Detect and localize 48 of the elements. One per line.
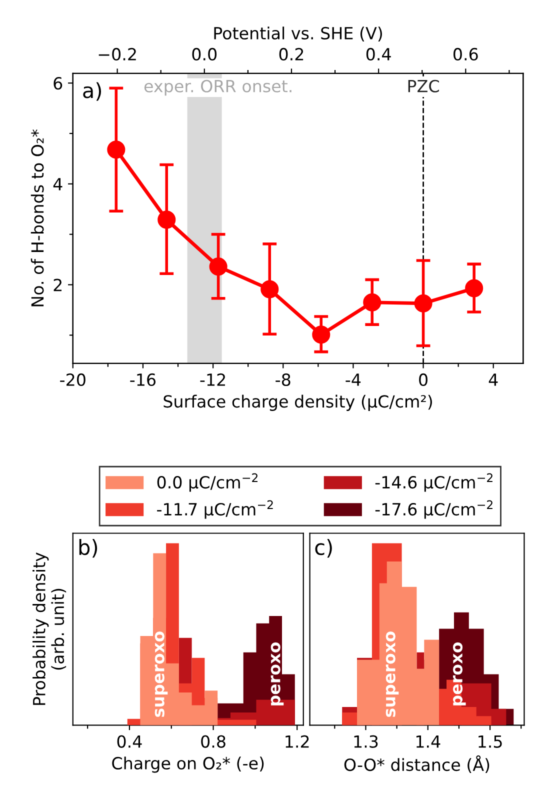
x2-tick-label: 0.6 [454,48,478,61]
y-axis-title: No. of H-bonds to O₂* [30,129,44,306]
annotation: b) [79,539,98,558]
x2-tick-label: −0.2 [98,48,136,61]
x-tick-label: 1.2 [286,735,309,748]
x-axis-title: Surface charge density (µC/cm²) [164,394,432,411]
point [465,279,484,298]
x2-tick-label: 0.0 [192,48,217,61]
point [158,210,176,229]
annotation: superoxo [154,632,168,717]
x-tick-label: 4 [488,374,498,386]
x-tick-label: -4 [346,374,361,386]
annotation: peroxo [270,642,284,706]
x2-tick-label: 0.2 [279,48,304,61]
point [414,294,432,312]
x-axis-title: O-O* distance (Å) [344,755,490,774]
x2-axis-title: Potential vs. SHE (V) [214,26,382,42]
x-tick-label: 1.4 [416,735,440,748]
x-tick-label: 1.3 [354,735,378,748]
x-tick-label: 0.4 [117,735,142,748]
point [209,258,228,276]
ref-line-label: PZC [408,80,439,92]
point [107,140,126,159]
legend-label: 0.0 µC/cm$^{−2}$ [157,473,258,492]
legend-label: -14.6 µC/cm$^{−2}$ [375,473,492,492]
y-tick-label: 4 [53,178,62,190]
annotation: a) [83,82,102,101]
x-tick-label: -8 [276,373,290,386]
x-tick-label: 0.8 [201,735,226,748]
x-tick-label: -12 [200,373,225,386]
y-axis-title: Probability density (arb. unit) [32,552,66,705]
x-tick-label: -20 [60,373,86,386]
x2-tick-label: 0.4 [366,48,391,61]
point [260,280,279,298]
annotation: c) [315,539,332,558]
point [363,293,382,312]
y-tick-label: 6 [54,77,62,90]
x-tick-label: 1.5 [478,735,502,748]
x-tick-label: -16 [130,373,156,386]
x-tick-label: 0 [419,373,428,386]
annotation: superoxo [386,632,399,717]
annotation: peroxo [452,642,466,706]
x-axis-title: Charge on O₂* (-e) [112,756,264,773]
legend-label: -11.7 µC/cm$^{−2}$ [157,500,273,519]
point [312,326,330,344]
band-label: exper. ORR onset. [144,80,292,96]
legend-label: -17.6 µC/cm$^{−2}$ [375,500,492,519]
y-tick-label: 2 [54,278,62,292]
